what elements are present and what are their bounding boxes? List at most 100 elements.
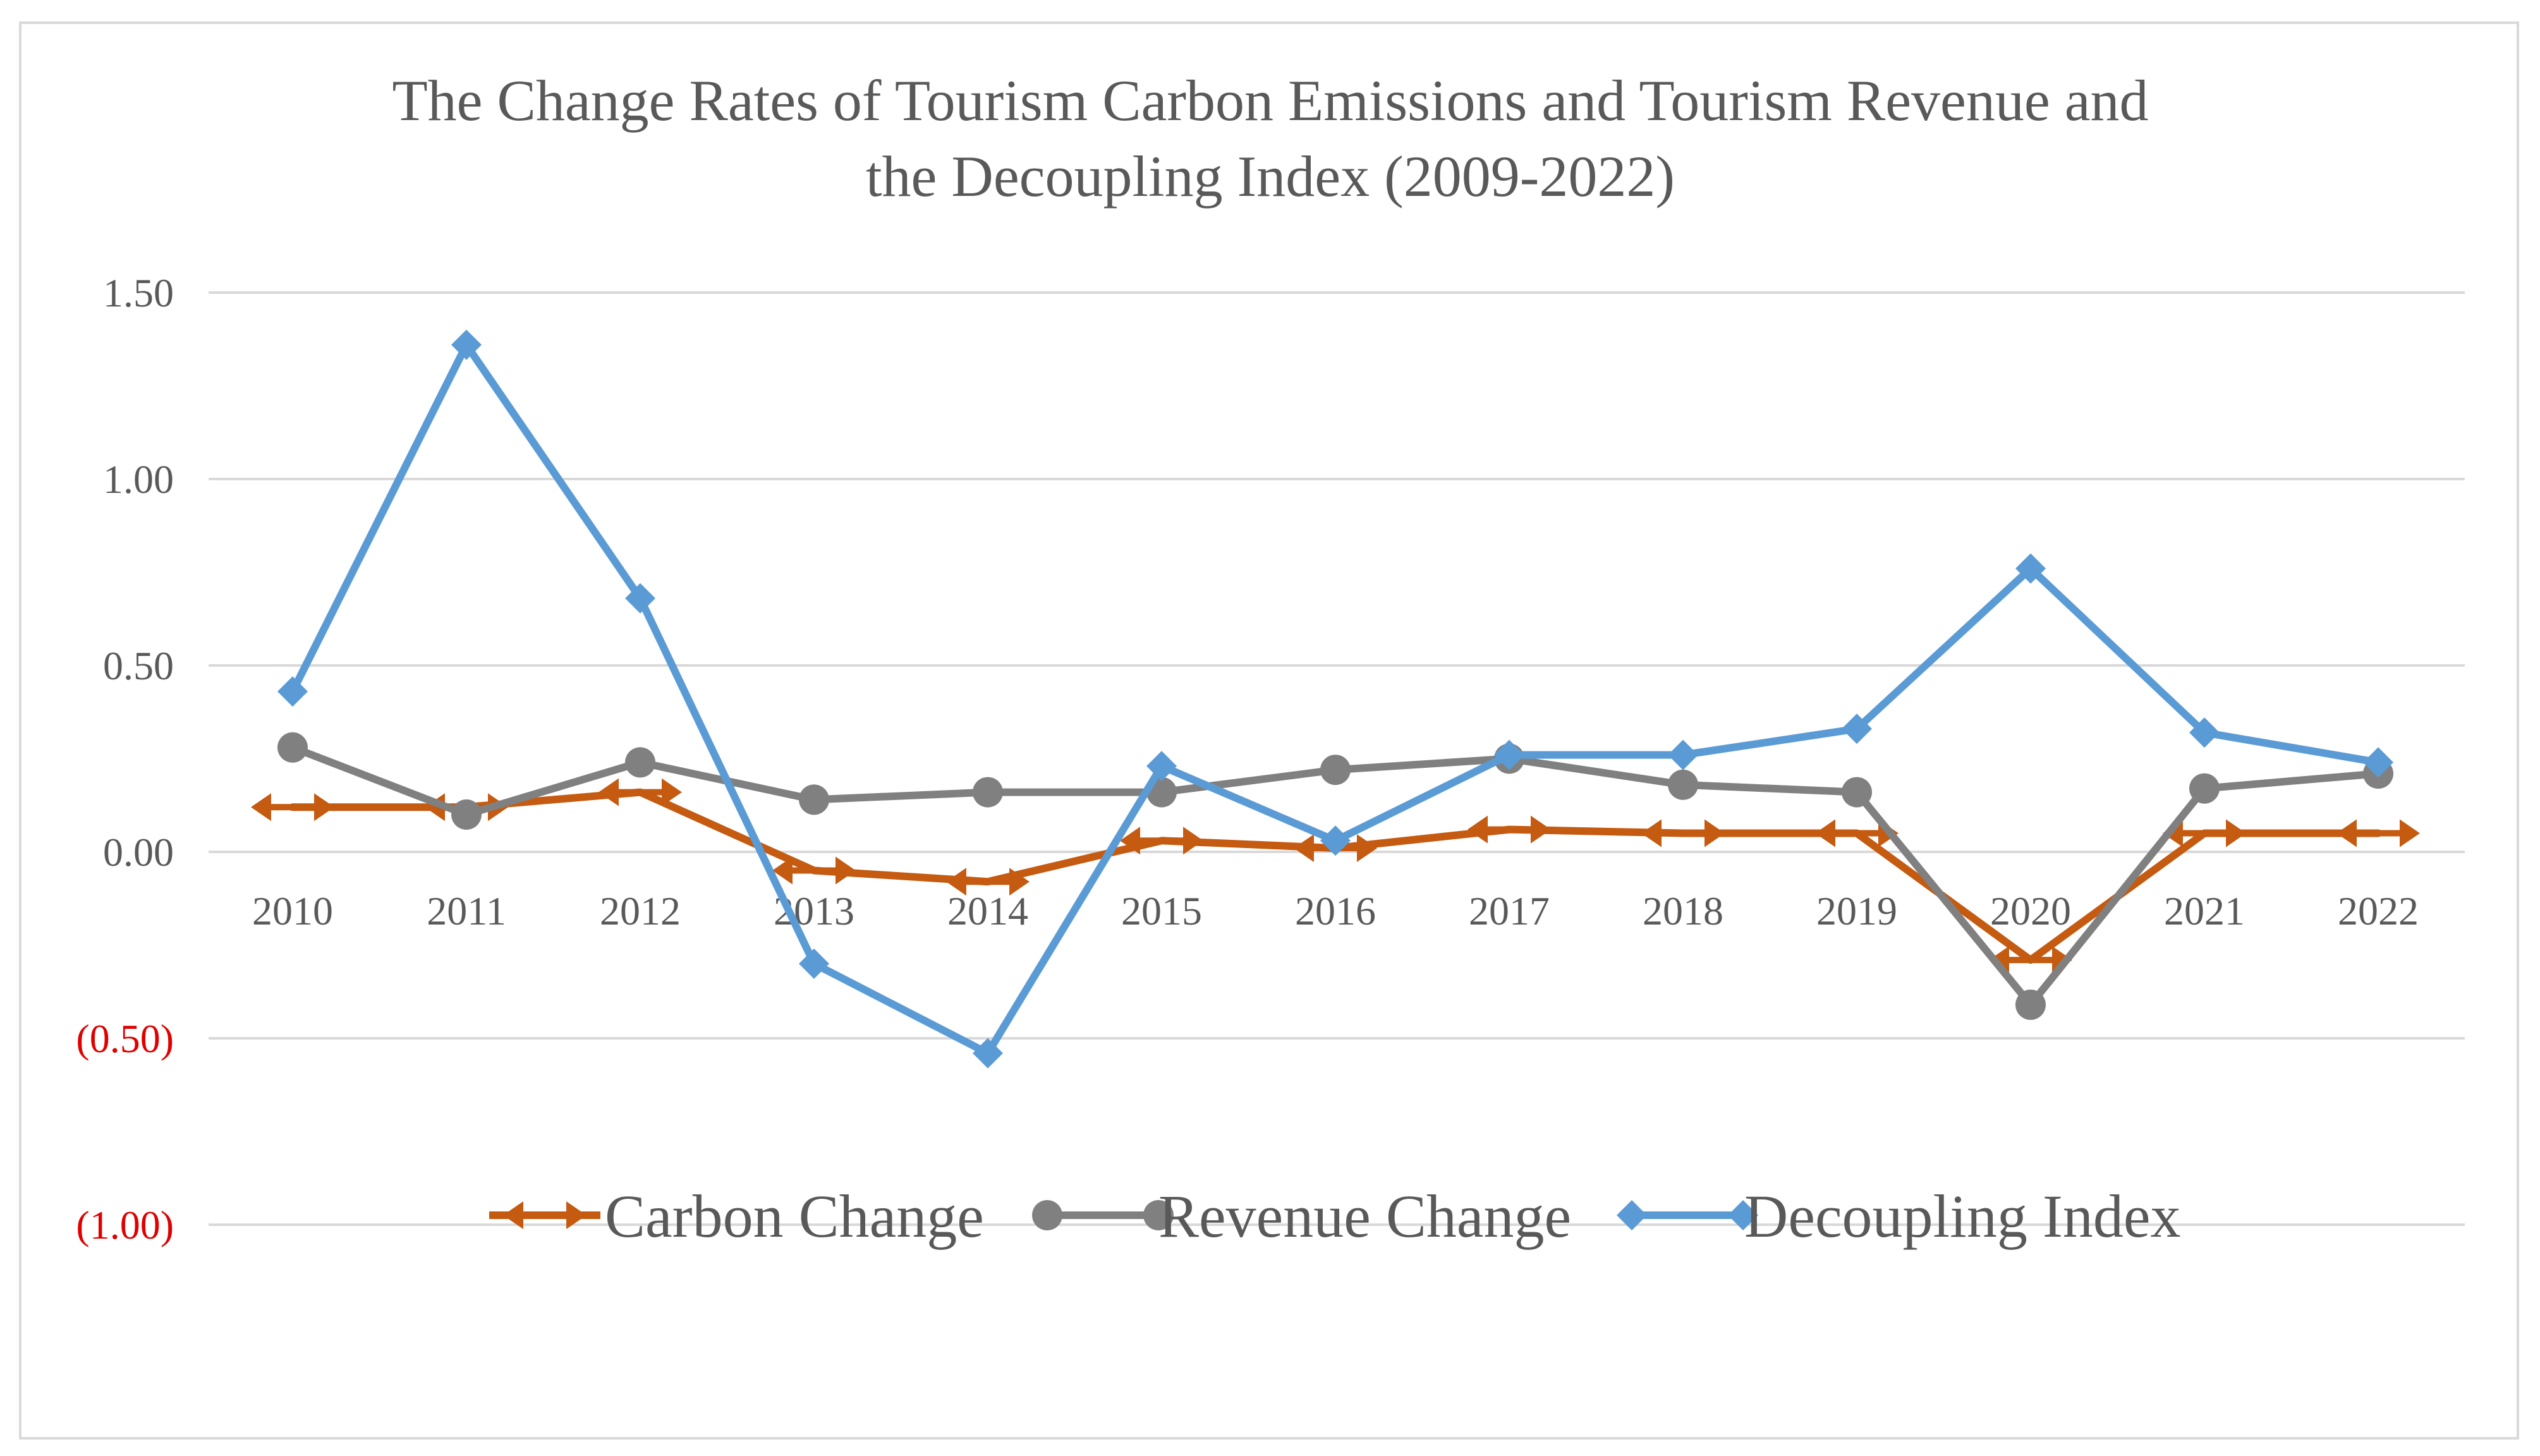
x-tick-label: 2015 xyxy=(1121,889,1202,933)
marker-diamond xyxy=(2363,747,2393,778)
legend-label: Decoupling Index xyxy=(1744,1182,2180,1250)
legend-label: Carbon Change xyxy=(605,1182,984,1250)
data-point xyxy=(1842,777,1872,808)
legend-label: Revenue Change xyxy=(1158,1182,1571,1250)
series-decoupling-index xyxy=(277,329,2393,1069)
data-point xyxy=(973,1038,1003,1069)
data-point xyxy=(772,856,856,885)
series-lines xyxy=(251,329,2420,1069)
marker-circle xyxy=(1143,1200,1174,1230)
marker-diamond xyxy=(2015,553,2046,584)
data-point xyxy=(973,777,1003,808)
marker-arrowhead-right xyxy=(314,793,334,822)
data-point xyxy=(1120,827,1203,855)
marker-arrowhead-left xyxy=(1294,834,1314,863)
marker-diamond xyxy=(1728,1200,1758,1230)
marker-arrowhead-left xyxy=(1120,827,1140,855)
marker-circle xyxy=(2189,773,2220,804)
data-point xyxy=(1467,815,1551,844)
data-point xyxy=(1494,739,1524,770)
data-point xyxy=(625,583,655,614)
y-tick-label: (0.50) xyxy=(76,1016,174,1061)
marker-diamond xyxy=(799,949,829,979)
marker-diamond xyxy=(625,583,655,614)
legend-entry-carbon-change: Carbon Change xyxy=(489,1182,984,1250)
data-point xyxy=(451,799,482,830)
marker-circle xyxy=(1032,1200,1062,1230)
marker-arrowhead-left xyxy=(2336,819,2357,847)
marker-circle xyxy=(973,777,1003,808)
marker-arrowhead-right xyxy=(1009,868,1030,896)
chart-title: The Change Rates of Tourism Carbon Emiss… xyxy=(392,68,2148,209)
marker-circle xyxy=(1668,769,1698,800)
data-point xyxy=(799,784,829,815)
data-point xyxy=(277,732,308,763)
x-tick-label: 2020 xyxy=(1990,889,2071,933)
y-tick-label: 0.00 xyxy=(103,830,174,875)
x-tick-label: 2019 xyxy=(1816,889,1897,933)
marker-circle xyxy=(625,747,655,778)
y-tick-label: 0.50 xyxy=(103,643,174,688)
data-point xyxy=(1320,755,1351,786)
marker-arrowhead-left xyxy=(1467,815,1488,844)
marker-diamond xyxy=(1320,825,1351,856)
data-point xyxy=(1641,819,1725,847)
marker-circle xyxy=(799,784,829,815)
y-tick-label: 1.00 xyxy=(103,457,174,502)
marker-diamond xyxy=(1494,739,1524,770)
marker-circle xyxy=(277,732,308,763)
marker-arrowhead-right xyxy=(1183,827,1203,855)
x-tick-label: 2016 xyxy=(1295,889,1376,933)
marker-arrowhead-left xyxy=(425,793,445,822)
x-tick-label: 2010 xyxy=(252,889,333,933)
data-point xyxy=(1320,825,1351,856)
x-tick-label: 2022 xyxy=(2338,889,2419,933)
marker-arrowhead-left xyxy=(503,1201,523,1229)
y-axis-ticks: 1.50 1.00 0.50 0.00 (0.50) (1.00) xyxy=(76,270,174,1247)
legend-entry-decoupling-index: Decoupling Index xyxy=(1617,1182,2180,1250)
data-point xyxy=(2363,747,2393,778)
data-point xyxy=(2015,989,2046,1020)
marker-circle xyxy=(2015,989,2046,1020)
marker-arrowhead-left xyxy=(1815,819,1835,847)
marker-diamond xyxy=(1146,751,1177,782)
chart-title-line-2: the Decoupling Index (2009-2022) xyxy=(866,144,1675,209)
data-point xyxy=(2015,553,2046,584)
data-point xyxy=(1668,769,1698,800)
data-point xyxy=(799,949,829,979)
marker-circle xyxy=(1842,777,1872,808)
x-tick-label: 2021 xyxy=(2164,889,2245,933)
x-tick-label: 2014 xyxy=(947,889,1028,933)
y-tick-label: 1.50 xyxy=(103,270,174,315)
data-point xyxy=(251,793,334,822)
marker-arrowhead-left xyxy=(946,868,966,896)
legend: Carbon Change Revenue Change Decoupling In… xyxy=(489,1182,2180,1250)
x-tick-label: 2011 xyxy=(427,889,506,933)
marker-diamond xyxy=(2189,717,2220,748)
marker-diamond xyxy=(973,1038,1003,1069)
marker-arrowhead-right xyxy=(1531,815,1551,844)
legend-entry-revenue-change: Revenue Change xyxy=(1032,1182,1571,1250)
marker-diamond xyxy=(451,329,482,360)
marker-diamond xyxy=(1842,713,1872,744)
marker-arrowhead-right xyxy=(1357,834,1377,863)
marker-arrowhead-left xyxy=(1641,819,1662,847)
data-point xyxy=(451,329,482,360)
data-point xyxy=(599,778,682,806)
data-point xyxy=(2189,773,2220,804)
marker-arrowhead-left xyxy=(251,793,271,822)
data-point xyxy=(625,747,655,778)
marker-diamond xyxy=(1617,1200,1647,1230)
x-tick-label: 2012 xyxy=(600,889,681,933)
data-point xyxy=(946,868,1030,896)
data-point xyxy=(1668,739,1698,770)
data-point xyxy=(2189,717,2220,748)
marker-arrowhead-right xyxy=(566,1201,586,1229)
data-point xyxy=(1842,713,1872,744)
chart-frame xyxy=(19,21,2519,1440)
data-point xyxy=(2336,819,2420,847)
marker-arrowhead-right xyxy=(662,778,682,806)
marker-diamond xyxy=(1668,739,1698,770)
x-tick-label: 2017 xyxy=(1469,889,1550,933)
marker-arrowhead-left xyxy=(772,856,793,885)
